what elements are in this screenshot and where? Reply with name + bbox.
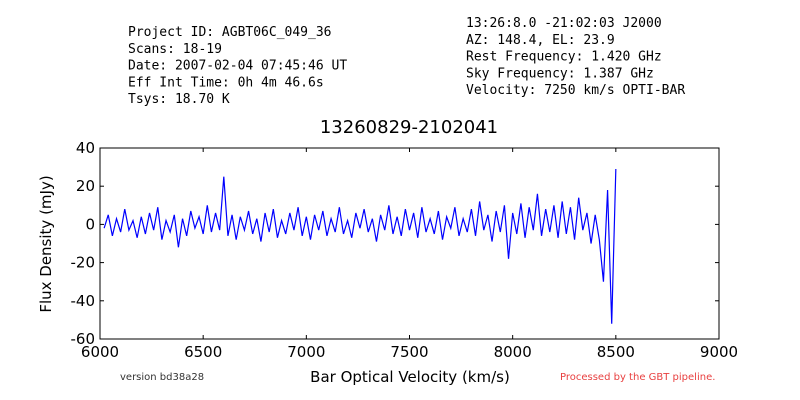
y-tick-label: 40 bbox=[76, 139, 95, 157]
y-tick-label: 0 bbox=[85, 215, 95, 233]
header-left-line: Tsys: 18.70 K bbox=[128, 92, 230, 107]
x-axis-label: Bar Optical Velocity (km/s) bbox=[310, 368, 510, 386]
x-tick-label: 7000 bbox=[287, 343, 325, 361]
x-tick-label: 8500 bbox=[597, 343, 635, 361]
y-axis-label: Flux Density (mJy) bbox=[37, 175, 55, 312]
y-tick-label: -60 bbox=[71, 330, 96, 348]
header-left-line: Project ID: AGBT06C_049_36 bbox=[128, 25, 332, 40]
header-left-line: Date: 2007-02-04 07:45:46 UT bbox=[128, 59, 347, 74]
x-tick-label: 8000 bbox=[494, 343, 532, 361]
header-right-line: Velocity: 7250 km/s OPTI-BAR bbox=[466, 83, 685, 98]
header-left-line: Eff Int Time: 0h 4m 46.6s bbox=[128, 75, 324, 90]
header-left-line: Scans: 18-19 bbox=[128, 42, 222, 57]
footer-version: version bd38a28 bbox=[120, 372, 204, 383]
header-right-line: Sky Frequency: 1.387 GHz bbox=[466, 66, 654, 81]
plot-frame bbox=[99, 147, 720, 340]
x-tick-label: 7500 bbox=[390, 343, 428, 361]
x-tick-label: 9000 bbox=[700, 343, 738, 361]
header-right-line: Rest Frequency: 1.420 GHz bbox=[466, 50, 662, 65]
header-right-line: 13:26:8.0 -21:02:03 J2000 bbox=[466, 16, 662, 31]
footer-pipeline: Processed by the GBT pipeline. bbox=[560, 372, 715, 383]
spectrum-line bbox=[103, 168, 617, 324]
x-tick-label: 6500 bbox=[184, 343, 222, 361]
y-tick-label: -20 bbox=[71, 254, 96, 272]
y-tick-label: 20 bbox=[76, 177, 95, 195]
x-tick-label: 6000 bbox=[81, 343, 119, 361]
y-tick-label: -40 bbox=[71, 292, 96, 310]
chart-title: 13260829-2102041 bbox=[320, 117, 498, 138]
header-right-line: AZ: 148.4, EL: 23.9 bbox=[466, 33, 615, 48]
